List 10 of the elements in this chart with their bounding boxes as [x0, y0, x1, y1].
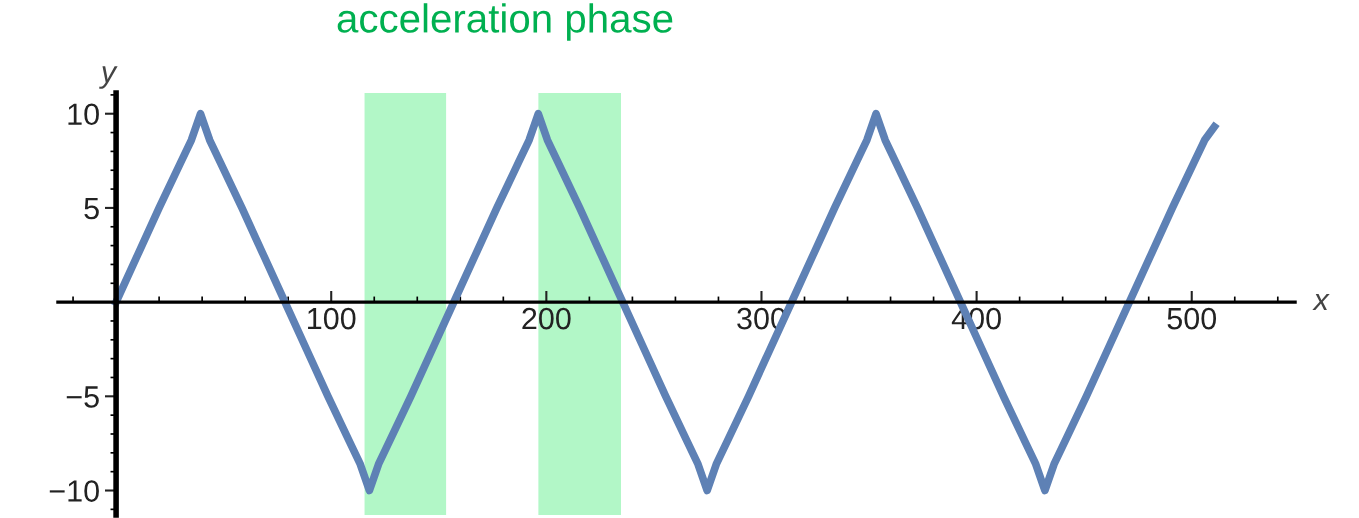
x-tick-label: 500 [1167, 307, 1217, 330]
y-tick-label: −5 [66, 386, 99, 408]
x-tick-label: 200 [522, 307, 571, 330]
text: acceleration phase [337, 3, 673, 41]
y-tick-label: 10 [68, 103, 99, 126]
y-tick-label: 5 [84, 197, 99, 220]
y-axis-title: y [99, 66, 118, 89]
y-tick-label: −10 [49, 480, 99, 502]
x-tick-label: 100 [308, 307, 356, 330]
x-axis-title: x [1312, 293, 1330, 311]
